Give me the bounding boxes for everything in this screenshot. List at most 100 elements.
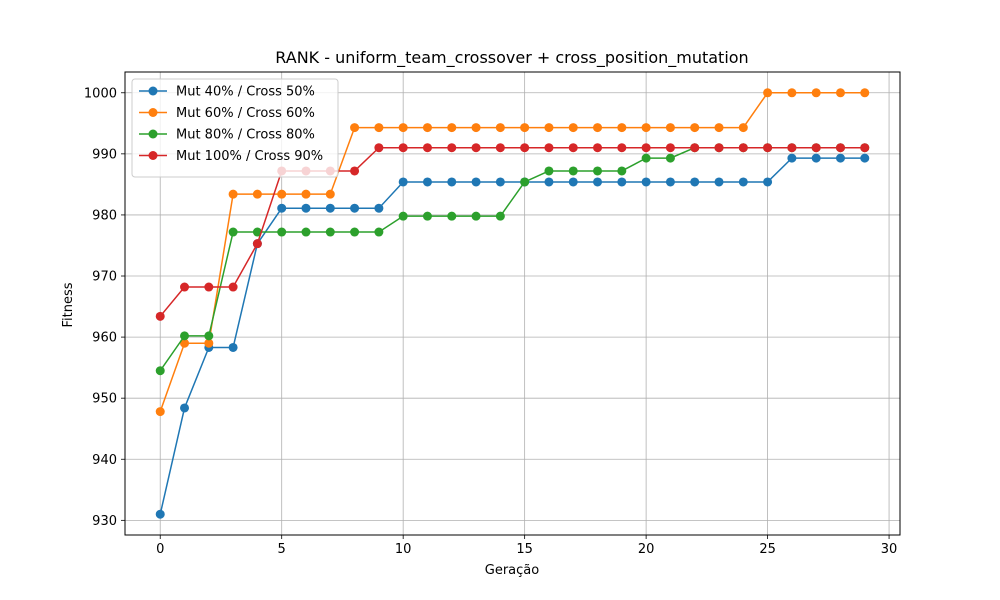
legend-item-1: Mut 40% / Cross 50% — [139, 85, 315, 100]
legend-box — [131, 78, 339, 178]
data-point — [398, 177, 408, 187]
x-tick-label: 15 — [516, 542, 533, 557]
x-tick-label: 25 — [759, 542, 776, 557]
data-point — [665, 177, 675, 187]
data-point — [350, 203, 360, 213]
data-point — [835, 143, 845, 153]
data-point — [495, 123, 505, 133]
data-point — [204, 331, 214, 341]
data-point — [252, 189, 262, 199]
data-point — [520, 123, 530, 133]
data-point — [180, 338, 190, 348]
y-tick-label: 950 — [92, 392, 117, 407]
series-2 — [155, 88, 870, 417]
data-point — [690, 177, 700, 187]
series-lines — [155, 88, 870, 519]
data-point — [835, 153, 845, 163]
data-point — [471, 143, 481, 153]
data-point — [180, 282, 190, 292]
data-point — [520, 143, 530, 153]
data-point — [860, 143, 870, 153]
data-point — [301, 227, 311, 237]
data-point — [228, 227, 238, 237]
x-tick-label: 30 — [881, 542, 898, 557]
legend-marker — [148, 86, 158, 96]
data-point — [374, 123, 384, 133]
data-point — [544, 123, 554, 133]
data-point — [471, 211, 481, 221]
axis-ticks: 0 5 10 15 20 25 30 930 940 950 960 970 980 990 1000 — [84, 86, 897, 557]
data-point — [495, 211, 505, 221]
data-point — [520, 177, 530, 187]
data-point — [811, 88, 821, 98]
legend-label: Mut 40% / Cross 50% — [176, 85, 315, 100]
data-point — [398, 211, 408, 221]
legend-marker — [148, 129, 158, 139]
data-point — [422, 123, 432, 133]
data-point — [374, 143, 384, 153]
y-tick-label: 930 — [92, 514, 117, 529]
y-tick-label: 940 — [92, 453, 117, 468]
data-point — [617, 166, 627, 176]
data-point — [398, 123, 408, 133]
data-point — [447, 143, 457, 153]
data-point — [593, 123, 603, 133]
data-point — [155, 509, 165, 519]
data-point — [738, 123, 748, 133]
data-point — [325, 203, 335, 213]
data-point — [544, 177, 554, 187]
data-point — [593, 166, 603, 176]
data-point — [180, 331, 190, 341]
data-point — [714, 177, 724, 187]
x-axis-label: Geração — [485, 563, 539, 578]
y-tick-label: 990 — [92, 147, 117, 162]
data-point — [641, 143, 651, 153]
legend-label: Mut 60% / Cross 60% — [176, 106, 315, 121]
data-point — [690, 123, 700, 133]
x-tick-label: 20 — [638, 542, 655, 557]
data-point — [763, 177, 773, 187]
data-point — [204, 282, 214, 292]
data-point — [835, 88, 845, 98]
legend: Mut 40% / Cross 50% Mut 60% / Cross 60% Mu… — [131, 78, 339, 178]
data-point — [301, 203, 311, 213]
data-point — [155, 311, 165, 321]
data-point — [471, 177, 481, 187]
data-point — [228, 342, 238, 352]
data-point — [422, 143, 432, 153]
data-point — [811, 153, 821, 163]
data-point — [714, 143, 724, 153]
data-point — [641, 123, 651, 133]
data-point — [568, 177, 578, 187]
data-point — [398, 143, 408, 153]
data-point — [617, 123, 627, 133]
data-point — [690, 143, 700, 153]
data-point — [350, 227, 360, 237]
data-point — [228, 189, 238, 199]
y-tick-label: 970 — [92, 270, 117, 285]
data-point — [860, 153, 870, 163]
data-point — [787, 153, 797, 163]
legend-label: Mut 80% / Cross 80% — [176, 128, 315, 143]
data-point — [374, 227, 384, 237]
data-point — [641, 177, 651, 187]
data-point — [544, 143, 554, 153]
data-point — [568, 143, 578, 153]
legend-marker — [148, 108, 158, 117]
data-point — [277, 189, 287, 199]
data-point — [447, 211, 457, 221]
data-point — [495, 143, 505, 153]
data-point — [593, 143, 603, 153]
data-point — [252, 239, 262, 249]
data-point — [350, 166, 360, 176]
data-point — [204, 338, 214, 348]
data-point — [544, 166, 554, 176]
data-point — [325, 227, 335, 237]
data-point — [787, 143, 797, 153]
data-point — [811, 143, 821, 153]
legend-label: Mut 100% / Cross 90% — [176, 149, 323, 164]
data-point — [155, 366, 165, 376]
data-point — [228, 282, 238, 292]
legend-item-2: Mut 60% / Cross 60% — [139, 106, 315, 121]
